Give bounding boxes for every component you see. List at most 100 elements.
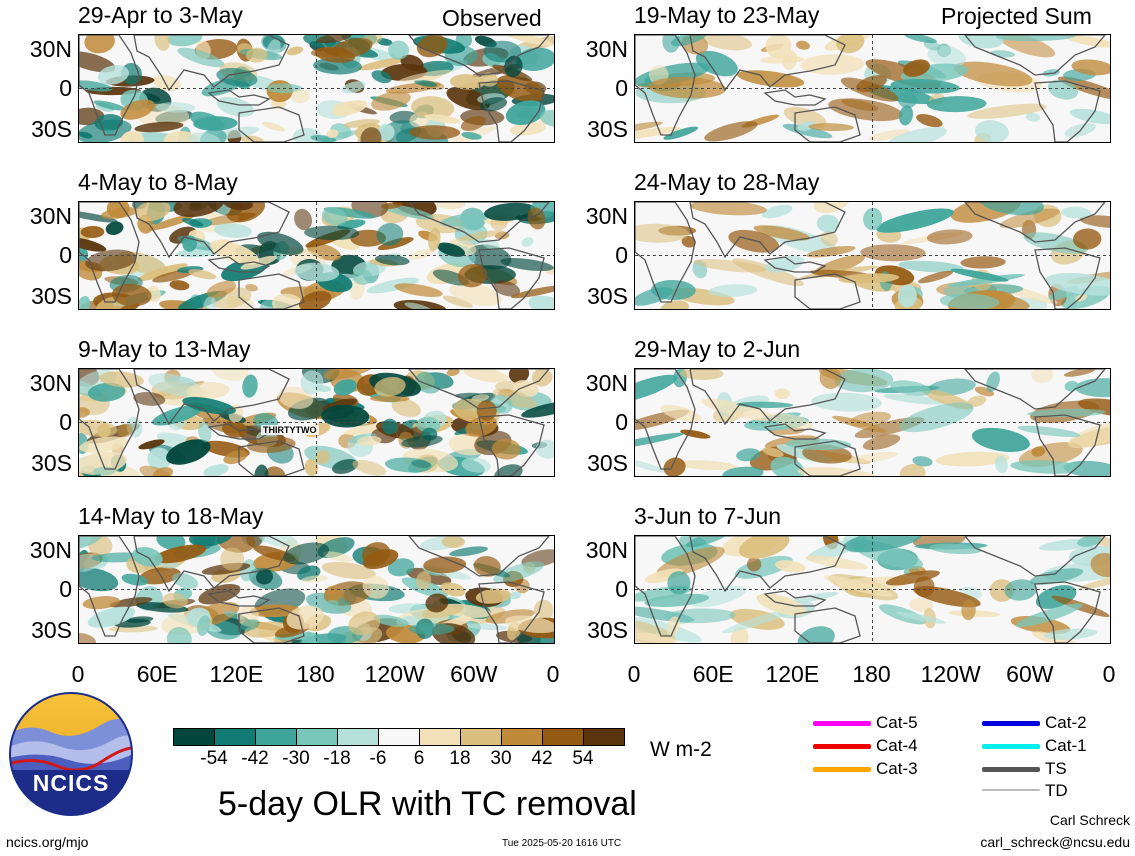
olr-anomaly-blob — [916, 114, 943, 128]
panel-title: 9-May to 13-May — [78, 336, 251, 362]
lat-tick-label: 0 — [59, 242, 72, 268]
coastline — [635, 35, 696, 136]
olr-anomaly-blob — [197, 615, 211, 636]
olr-anomaly-blob — [1044, 628, 1098, 640]
coastline — [964, 536, 1106, 577]
olr-anomaly-blob — [770, 456, 805, 476]
olr-anomaly-blob — [321, 404, 370, 428]
olr-map-observed-2 — [78, 201, 555, 310]
olr-anomaly-blob — [294, 262, 340, 282]
olr-anomaly-blob — [362, 575, 389, 599]
coastline — [408, 202, 550, 243]
olr-anomaly-blob — [527, 207, 546, 230]
olr-anomaly-blob — [424, 114, 461, 124]
olr-anomaly-blob — [746, 557, 762, 572]
olr-anomaly-blob — [223, 202, 253, 211]
colorbar-tick-label: -54 — [200, 748, 228, 769]
olr-anomaly-blob — [463, 369, 509, 383]
olr-anomaly-blob — [93, 100, 126, 111]
olr-anomaly-blob — [899, 402, 974, 433]
olr-anomaly-blob — [690, 585, 747, 608]
olr-anomaly-blob — [500, 258, 554, 271]
olr-anomaly-blob — [730, 627, 749, 643]
olr-anomaly-blob — [635, 121, 663, 133]
olr-anomaly-blob — [154, 35, 171, 51]
olr-anomaly-blob — [166, 627, 192, 643]
olr-anomaly-blob — [97, 65, 129, 85]
olr-anomaly-blob — [442, 295, 473, 308]
tc-legend-label: TS — [1045, 759, 1067, 778]
olr-anomaly-blob — [163, 130, 199, 142]
panel-title: 29-Apr to 3-May — [78, 2, 243, 28]
olr-anomaly-blob — [666, 616, 681, 636]
olr-anomaly-blob — [485, 609, 535, 624]
olr-anomaly-blob — [508, 591, 521, 600]
footer-email[interactable]: carl_schreck@ncsu.edu — [980, 834, 1130, 850]
olr-anomaly-blob — [685, 536, 730, 548]
olr-anomaly-blob — [341, 81, 366, 94]
olr-field — [635, 202, 1110, 309]
olr-anomaly-blob — [97, 423, 111, 438]
olr-anomaly-blob — [425, 593, 449, 613]
olr-anomaly-blob — [298, 291, 332, 309]
olr-anomaly-blob — [897, 284, 917, 308]
olr-anomaly-blob — [117, 423, 133, 438]
olr-anomaly-blob — [384, 457, 432, 473]
olr-anomaly-blob — [404, 302, 433, 309]
chart-title: 5-day OLR with TC removal — [218, 785, 637, 823]
olr-map-projected-2 — [634, 201, 1111, 310]
olr-anomaly-blob — [505, 100, 546, 125]
olr-anomaly-blob — [301, 575, 328, 583]
olr-anomaly-blob — [644, 568, 684, 584]
olr-anomaly-blob — [358, 57, 406, 71]
coastline — [689, 369, 846, 426]
olr-anomaly-blob — [923, 40, 941, 51]
olr-map-observed-4 — [78, 535, 555, 644]
olr-anomaly-blob — [167, 35, 203, 47]
coastline — [79, 202, 140, 303]
coastline — [207, 256, 271, 273]
lon-tick-label: 0 — [71, 661, 85, 687]
olr-anomaly-blob — [79, 632, 96, 643]
olr-anomaly-blob — [460, 115, 486, 132]
olr-anomaly-blob — [504, 615, 554, 634]
olr-anomaly-blob — [245, 283, 259, 292]
olr-anomaly-blob — [245, 47, 268, 63]
olr-anomaly-blob — [240, 619, 260, 631]
olr-field — [635, 35, 1110, 142]
colorbar-swatch — [214, 728, 256, 746]
olr-anomaly-blob — [292, 127, 322, 142]
olr-anomaly-blob — [863, 207, 883, 231]
lat-tick-label: 30N — [585, 537, 628, 563]
olr-anomaly-blob — [886, 127, 947, 142]
coastline — [133, 35, 290, 92]
olr-anomaly-blob — [82, 596, 121, 610]
observed-header: Observed — [442, 5, 542, 31]
olr-anomaly-blob — [676, 460, 737, 471]
coastline — [133, 369, 290, 426]
olr-anomaly-blob — [473, 556, 501, 577]
olr-anomaly-blob — [849, 451, 898, 464]
panel-title: 14-May to 18-May — [78, 503, 264, 529]
olr-anomaly-blob — [286, 46, 304, 56]
olr-anomaly-blob — [326, 129, 339, 138]
tc-legend-label: Cat-5 — [876, 713, 918, 732]
olr-anomaly-blob — [332, 459, 359, 474]
olr-anomaly-blob — [166, 439, 211, 465]
lat-tick-label: 30S — [587, 283, 628, 309]
footer-author: Carl Schreck — [1049, 812, 1130, 828]
olr-anomaly-blob — [1031, 631, 1082, 643]
footer-url[interactable]: ncics.org/mjo — [6, 834, 89, 850]
olr-anomaly-blob — [690, 202, 767, 216]
olr-anomaly-blob — [373, 614, 409, 627]
coastline — [964, 202, 1106, 243]
olr-anomaly-blob — [370, 91, 411, 111]
coastline — [478, 581, 545, 643]
olr-anomaly-blob — [896, 611, 946, 624]
olr-anomaly-blob — [834, 369, 894, 393]
olr-anomaly-blob — [217, 126, 260, 139]
olr-anomaly-blob — [111, 283, 152, 307]
olr-anomaly-blob — [912, 456, 933, 467]
olr-anomaly-blob — [1063, 369, 1096, 377]
olr-anomaly-blob — [398, 69, 453, 83]
